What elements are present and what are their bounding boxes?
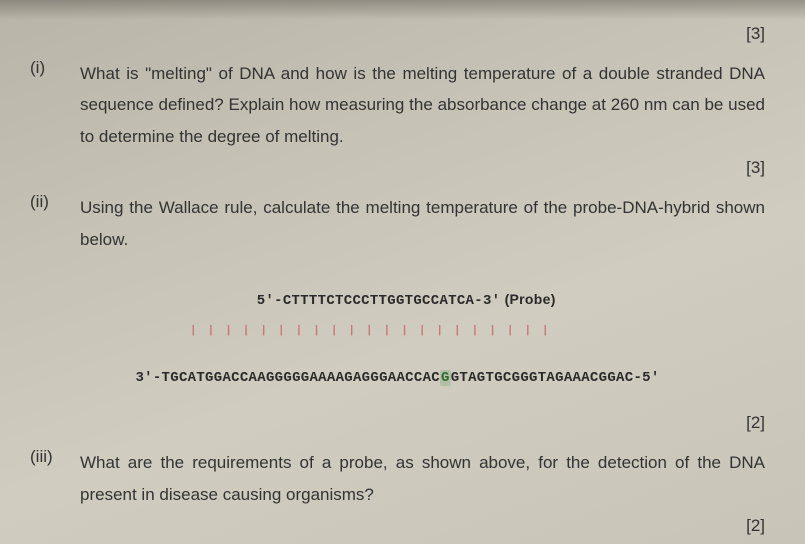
mismatch-base: G — [440, 370, 451, 386]
probe-label: (Probe) — [500, 291, 555, 307]
question-iii: (iii) What are the requirements of a pro… — [30, 447, 765, 510]
question-ii-number: (ii) — [30, 192, 80, 212]
question-ii: (ii) Using the Wallace rule, calculate t… — [30, 192, 765, 255]
question-ii-text: Using the Wallace rule, calculate the me… — [80, 192, 765, 255]
probe-suffix: -3' — [474, 293, 500, 309]
marks-top: [3] — [30, 24, 765, 44]
probe-line: 5'-CTTTTCTCCCTTGGTGCCATCA-3' (Probe) — [257, 291, 556, 311]
probe-sequence: CTTTTCTCCCTTGGTGCCATCA — [283, 293, 474, 309]
template-line: 3'-TGCATGGACCAAGGGGGAAAAGAGGGAACCACGGTAG… — [30, 370, 765, 388]
template-suffix: -5' — [633, 370, 659, 386]
marks-after-i: [3] — [30, 158, 765, 178]
question-iii-number: (iii) — [30, 447, 80, 467]
question-i-number: (i) — [30, 58, 80, 78]
sequence-block: 5'-CTTTTCTCCCTTGGTGCCATCA-3' (Probe) | |… — [30, 273, 765, 405]
question-i-text: What is "melting" of DNA and how is the … — [80, 58, 765, 152]
marks-after-ii: [2] — [30, 413, 765, 433]
template-left: TGCATGGACCAAGGGGGAAAAGAGGGAACCAC — [162, 370, 440, 386]
template-prefix: 3'- — [135, 370, 161, 386]
template-right: GTAGTGCGGGTAGAAACGGAC — [451, 370, 634, 386]
marks-after-iii: [2] — [30, 516, 765, 536]
pairing-ticks: | | | | | | | | | | | | | | | | | | | | … — [190, 328, 765, 336]
question-i: (i) What is "melting" of DNA and how is … — [30, 58, 765, 152]
probe-prefix: 5'- — [257, 293, 283, 309]
question-iii-text: What are the requirements of a probe, as… — [80, 447, 765, 510]
